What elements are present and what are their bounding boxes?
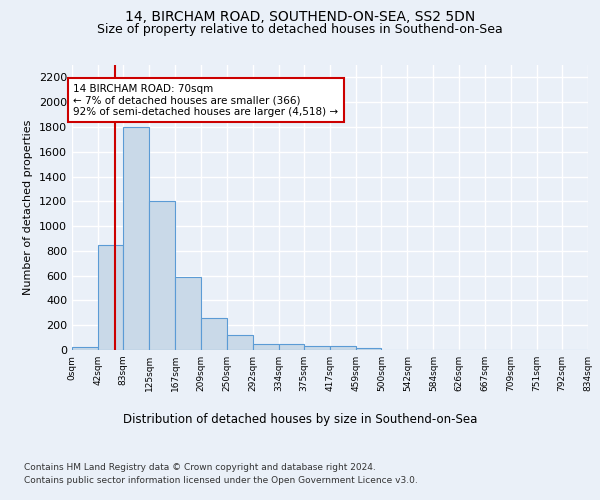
Text: 14, BIRCHAM ROAD, SOUTHEND-ON-SEA, SS2 5DN: 14, BIRCHAM ROAD, SOUTHEND-ON-SEA, SS2 5… [125,10,475,24]
Bar [253,344,278,350]
Bar [72,347,98,350]
Bar [304,346,330,350]
Text: Size of property relative to detached houses in Southend-on-Sea: Size of property relative to detached ho… [97,22,503,36]
Text: Distribution of detached houses by size in Southend-on-Sea: Distribution of detached houses by size … [123,412,477,426]
Bar [175,277,202,350]
Bar [227,334,253,350]
Text: Contains public sector information licensed under the Open Government Licence v3: Contains public sector information licen… [24,476,418,485]
Text: 14 BIRCHAM ROAD: 70sqm
← 7% of detached houses are smaller (366)
92% of semi-det: 14 BIRCHAM ROAD: 70sqm ← 7% of detached … [73,84,338,117]
Bar [278,344,304,350]
Bar [149,202,175,350]
Bar [202,318,227,350]
Bar [356,348,382,350]
Bar [98,246,124,350]
Bar [124,127,149,350]
Y-axis label: Number of detached properties: Number of detached properties [23,120,34,295]
Text: Contains HM Land Registry data © Crown copyright and database right 2024.: Contains HM Land Registry data © Crown c… [24,462,376,471]
Bar [330,346,356,350]
